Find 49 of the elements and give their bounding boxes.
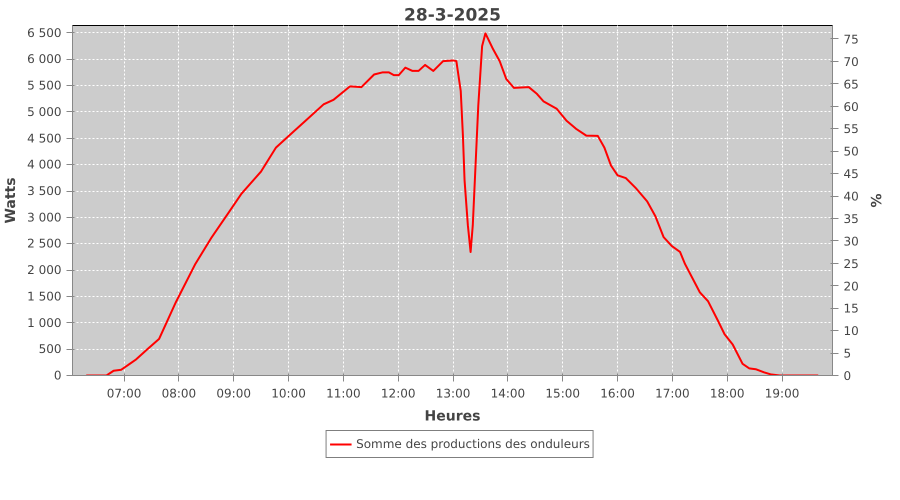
y2-tick-label: 15 [844, 302, 859, 316]
x-tick-label: 10:00 [271, 386, 306, 400]
y-tick-label: 1 000 [27, 316, 62, 330]
y-tick-label: 0 [54, 368, 62, 382]
x-tick-label: 13:00 [436, 386, 470, 400]
x-axis-title: Heures [424, 408, 480, 424]
y2-tick-label: 10 [844, 324, 859, 338]
y2-tick-label: 20 [844, 279, 859, 294]
y2-tick-label: 70 [844, 54, 859, 69]
y2-axis-title: % [866, 193, 883, 208]
x-tick-label: 08:00 [162, 386, 196, 400]
y2-tick-label: 5 [844, 346, 852, 361]
y-tick-label: 3 500 [27, 184, 62, 198]
y2-tick-label: 45 [844, 167, 859, 182]
y2-tick-label: 55 [844, 122, 859, 136]
y2-tick-label: 75 [844, 32, 859, 46]
x-tick-label: 11:00 [326, 386, 361, 400]
y-tick-label: 2 000 [27, 263, 62, 278]
y2-tick-label: 65 [844, 77, 859, 92]
x-tick-label: 12:00 [380, 386, 416, 400]
y2-tick-label: 30 [844, 234, 859, 248]
x-tick-label: 16:00 [600, 386, 635, 400]
y2-tick-label: 50 [844, 144, 859, 159]
y-tick-label: 1 500 [27, 289, 62, 304]
y-tick-label: 2 500 [27, 236, 62, 251]
y-tick-label: 3 000 [27, 210, 62, 224]
x-tick-label: 15:00 [545, 386, 580, 400]
y2-tick-label: 25 [844, 256, 859, 271]
y2-tick-label: 40 [844, 190, 859, 204]
y2-tick-label: 60 [844, 100, 859, 114]
x-tick-label: 19:00 [764, 386, 800, 400]
y2-tick-label: 0 [844, 369, 852, 383]
y-tick-label: 5 500 [27, 78, 62, 93]
y-tick-label: 6 000 [27, 52, 62, 66]
legend-label: Somme des productions des onduleurs [356, 437, 590, 451]
x-tick-label: 14:00 [490, 386, 526, 400]
line-series [85, 32, 820, 376]
x-tick-label: 07:00 [106, 386, 142, 400]
y-tick-label: 500 [38, 342, 62, 356]
x-tick-label: 17:00 [655, 386, 690, 400]
y-tick-label: 6 500 [27, 26, 62, 40]
chart-title: 28-3-2025 [404, 6, 501, 26]
y-tick-label: 4 500 [27, 131, 62, 146]
y-axis-title: Watts [3, 177, 20, 224]
y-tick-label: 5 000 [27, 104, 62, 119]
y-tick-label: 4 000 [27, 158, 62, 172]
y2-tick-label: 35 [844, 212, 859, 226]
x-tick-label: 18:00 [710, 386, 745, 400]
x-tick-label: 09:00 [216, 386, 252, 400]
